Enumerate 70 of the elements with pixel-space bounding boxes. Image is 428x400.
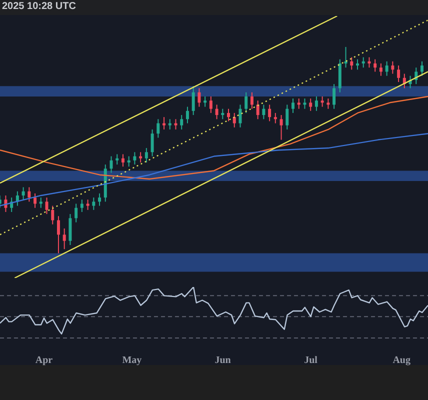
candlestick xyxy=(198,88,201,108)
candlestick xyxy=(51,205,54,225)
candlestick xyxy=(238,104,242,128)
candlestick xyxy=(244,92,248,114)
candlestick xyxy=(80,199,84,212)
candlestick xyxy=(116,154,119,166)
candlestick xyxy=(62,228,66,250)
x-tick-label: Jun xyxy=(214,355,232,366)
candlestick xyxy=(192,86,195,116)
candlestick xyxy=(250,92,254,110)
candlestick xyxy=(314,96,318,112)
candlestick xyxy=(22,186,25,200)
candlestick xyxy=(397,65,400,83)
candlestick xyxy=(326,98,330,110)
candlestick xyxy=(92,197,96,210)
candlestick xyxy=(309,98,312,112)
candlestick xyxy=(268,104,272,122)
candlestick xyxy=(286,104,289,130)
text: 2025 10:28 UTC xyxy=(2,1,76,12)
candlestick xyxy=(180,114,184,130)
x-tick-label: Jul xyxy=(304,355,318,366)
candlestick xyxy=(86,199,90,210)
candlestick xyxy=(274,112,277,124)
candlestick xyxy=(391,60,394,74)
candlestick xyxy=(56,216,60,254)
candlestick xyxy=(28,186,31,202)
x-tick-label: May xyxy=(122,355,142,366)
candlestick xyxy=(209,96,212,114)
candlestick xyxy=(385,60,388,76)
candlestick xyxy=(127,156,130,168)
candlestick xyxy=(162,116,166,130)
candlestick xyxy=(39,197,42,208)
candlestick xyxy=(174,118,178,130)
candlestick xyxy=(256,100,260,120)
candlestick xyxy=(356,58,359,70)
candlestick xyxy=(374,58,377,72)
candlestick xyxy=(139,152,142,163)
candlestick xyxy=(34,192,37,208)
candlestick xyxy=(362,56,365,68)
candlestick xyxy=(121,154,124,168)
candlestick xyxy=(74,203,78,223)
candlestick xyxy=(297,98,300,110)
candlestick xyxy=(186,106,189,124)
candlestick xyxy=(144,148,148,163)
candlestick xyxy=(292,98,295,114)
candlestick xyxy=(420,60,424,76)
candlestick xyxy=(379,62,382,76)
candlestick xyxy=(262,104,266,120)
candlestick xyxy=(110,156,113,174)
candlestick xyxy=(368,56,371,68)
candlestick xyxy=(98,192,102,206)
candlestick xyxy=(320,96,324,108)
x-tick-label: Aug xyxy=(392,355,411,366)
candlestick xyxy=(221,108,224,120)
candlestick xyxy=(68,214,72,246)
x-tick-label: Apr xyxy=(35,355,54,366)
candlestick xyxy=(150,128,154,157)
candlestick xyxy=(215,104,218,120)
candlestick xyxy=(303,98,306,110)
candlestick xyxy=(227,108,230,122)
candlestick xyxy=(168,118,172,130)
candlestick xyxy=(332,84,336,110)
candlestick xyxy=(133,152,136,166)
candlestick xyxy=(232,112,236,128)
candlestick xyxy=(280,114,283,140)
candlestick xyxy=(45,197,48,215)
candlestick xyxy=(156,118,160,138)
candlestick xyxy=(350,56,354,70)
candlestick xyxy=(204,96,207,108)
candlestick xyxy=(344,46,348,68)
